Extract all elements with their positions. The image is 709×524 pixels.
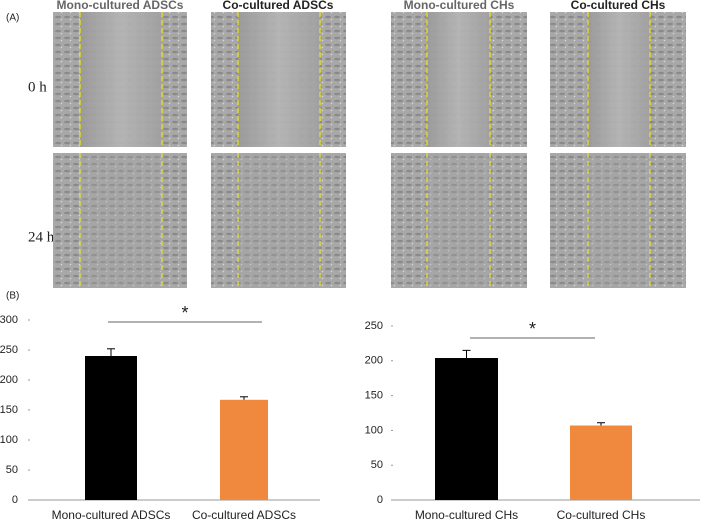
micrograph bbox=[211, 153, 346, 288]
panel-label: (B) bbox=[6, 291, 19, 302]
column-header: Co-cultured ADSCs bbox=[223, 0, 334, 12]
y-tick-label: 50 bbox=[371, 459, 383, 471]
significance-mark: * bbox=[529, 319, 536, 339]
column-header: Mono-cultured ADSCs bbox=[57, 0, 184, 12]
y-tick-label: 250 bbox=[0, 344, 18, 356]
column-header: Co-cultured CHs bbox=[571, 0, 666, 12]
y-tick-label: 0 bbox=[377, 494, 383, 506]
bar bbox=[85, 356, 137, 500]
y-tick-label: 0 bbox=[12, 494, 18, 506]
row-label: 0 h bbox=[28, 79, 47, 95]
micrograph bbox=[391, 153, 527, 288]
significance-mark: * bbox=[181, 303, 188, 323]
wound-area bbox=[80, 153, 162, 288]
y-tick-label: 100 bbox=[0, 434, 18, 446]
micrograph bbox=[550, 153, 686, 288]
y-tick-label: 150 bbox=[365, 390, 383, 402]
wound-area bbox=[427, 153, 490, 288]
x-tick-label: Mono-cultured CHs bbox=[415, 508, 518, 522]
micrograph bbox=[53, 153, 187, 288]
y-tick-label: 250 bbox=[365, 320, 383, 332]
bar bbox=[435, 358, 498, 500]
x-tick-label: Co-cultured ADSCs bbox=[192, 508, 296, 522]
y-tick-label: 300 bbox=[0, 314, 18, 326]
y-tick-label: 100 bbox=[365, 424, 383, 436]
panel-label: (A) bbox=[6, 13, 19, 24]
wound-area bbox=[427, 12, 490, 147]
y-tick-label: 50 bbox=[6, 464, 18, 476]
x-tick-label: Co-cultured CHs bbox=[557, 508, 646, 522]
y-tick-label: 200 bbox=[365, 355, 383, 367]
wound-area bbox=[238, 12, 320, 147]
micrographs bbox=[53, 12, 686, 288]
bar bbox=[570, 425, 632, 500]
bar bbox=[220, 399, 268, 500]
wound-area bbox=[588, 153, 650, 288]
row-label: 24 h bbox=[28, 229, 55, 245]
x-tick-label: Mono-cultured ADSCs bbox=[52, 508, 171, 522]
column-header: Mono-cultured CHs bbox=[404, 0, 515, 12]
y-tick-label: 150 bbox=[0, 404, 18, 416]
wound-area bbox=[588, 12, 650, 147]
wound-area bbox=[80, 12, 162, 147]
y-tick-label: 200 bbox=[0, 374, 18, 386]
wound-area bbox=[238, 153, 320, 288]
